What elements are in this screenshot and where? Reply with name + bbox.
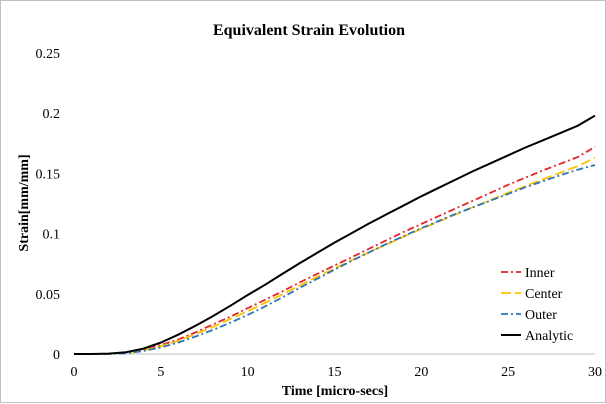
y-tick-label: 0.05: [36, 288, 61, 303]
y-tick-label: 0.15: [36, 167, 61, 182]
y-tick-label: 0.25: [36, 47, 61, 62]
series-line-analytic: [74, 114, 596, 355]
y-tick-labels: 0 0.05 0.1 0.15 0.2 0.25: [36, 47, 61, 363]
legend-label-analytic: Analytic: [525, 329, 573, 344]
legend-label-center: Center: [525, 287, 563, 302]
chart-title: Equivalent Strain Evolution: [213, 22, 405, 39]
x-tick-label: 25: [501, 365, 515, 380]
legend-label-outer: Outer: [525, 308, 557, 323]
series-line-center: [74, 156, 596, 355]
y-tick-label: 0.1: [43, 228, 61, 243]
y-tick-label: 0: [53, 348, 60, 363]
series-layer: [74, 114, 596, 355]
x-tick-labels: 0 5 10 15 20 25 30: [71, 365, 603, 380]
x-axis-title: Time [micro-secs]: [282, 384, 388, 399]
series-line-inner: [74, 146, 596, 355]
x-tick-label: 5: [157, 365, 164, 380]
y-tick-label: 0.2: [43, 107, 61, 122]
x-tick-label: 0: [71, 365, 78, 380]
x-tick-label: 15: [328, 365, 342, 380]
x-tick-label: 30: [588, 365, 602, 380]
y-axis-title: Strain[mm/mm]: [17, 154, 32, 251]
x-tick-label: 20: [414, 365, 428, 380]
series-line-outer: [74, 164, 596, 355]
legend-label-inner: Inner: [525, 266, 555, 281]
x-tick-label: 10: [241, 365, 255, 380]
legend: Inner Center Outer Analytic: [501, 266, 573, 344]
